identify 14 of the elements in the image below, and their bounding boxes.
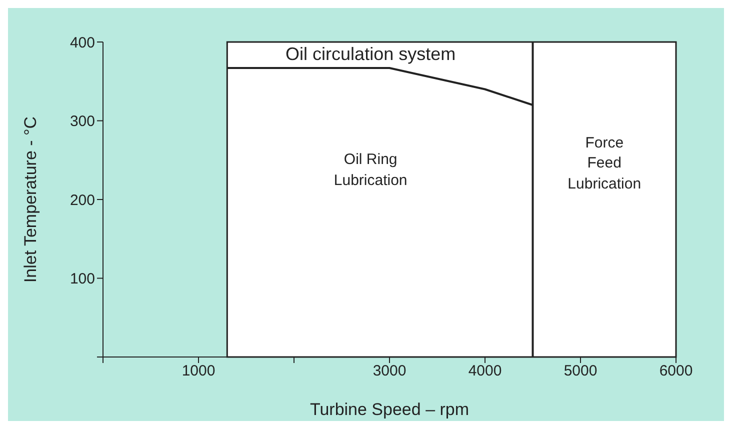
y-tick-label: 300 [70,113,95,130]
y-tick-label: 200 [70,192,95,209]
annotation: Oil Ring Lubrication [334,150,408,190]
y-tick-label: 400 [70,34,95,52]
y-axis-title: Inlet Temperature - °C [21,116,40,283]
annotation: Oil circulation system [286,42,456,66]
x-tick-label: 1000 [182,362,216,380]
y-tick-label: 100 [70,270,95,288]
x-tick-label: 6000 [659,362,693,380]
x-axis-title: Turbine Speed – rpm [310,400,470,419]
annotation: Force Feed Lubrication [568,134,642,194]
x-tick-label: 5000 [564,362,598,380]
x-tick-label: 4000 [468,362,502,380]
x-tick-label: 3000 [372,362,406,380]
